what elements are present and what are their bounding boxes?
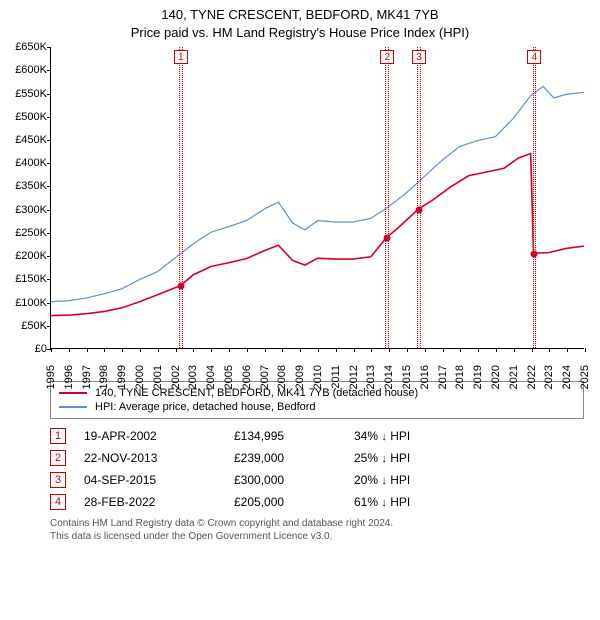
sales-row: 3 04-SEP-2015£300,00020% ↓ HPI bbox=[50, 469, 584, 491]
sales-row-number: 4 bbox=[50, 494, 66, 510]
footer-line-1: Contains HM Land Registry data © Crown c… bbox=[50, 517, 584, 530]
x-axis-label: 2023 bbox=[543, 365, 555, 389]
sales-row-delta: 61% ↓ HPI bbox=[354, 495, 584, 509]
x-axis-label: 1997 bbox=[81, 365, 93, 389]
sale-point-marker bbox=[384, 235, 391, 242]
x-axis-label: 2009 bbox=[294, 365, 306, 389]
y-axis-tick: £300K bbox=[1, 204, 47, 216]
event-number-marker: 2 bbox=[380, 50, 394, 64]
x-axis-label: 2021 bbox=[508, 365, 520, 389]
y-axis-tick: £600K bbox=[1, 64, 47, 76]
event-band: 1 bbox=[179, 47, 183, 348]
x-axis-tick bbox=[585, 348, 589, 352]
x-axis-label: 2017 bbox=[437, 365, 449, 389]
sales-row-number: 2 bbox=[50, 450, 66, 466]
x-axis-label: 2024 bbox=[561, 365, 573, 389]
x-axis-label: 2008 bbox=[276, 365, 288, 389]
x-axis-label: 2002 bbox=[170, 365, 182, 389]
sales-row-date: 22-NOV-2013 bbox=[84, 451, 234, 465]
sales-row-date: 04-SEP-2015 bbox=[84, 473, 234, 487]
sales-row-number: 1 bbox=[50, 428, 66, 444]
x-axis-label: 2007 bbox=[259, 365, 271, 389]
x-axis-label: 2012 bbox=[348, 365, 360, 389]
y-axis-tick: £250K bbox=[1, 227, 47, 239]
title-line-1: 140, TYNE CRESCENT, BEDFORD, MK41 7YB bbox=[10, 6, 590, 24]
sales-row: 1 19-APR-2002£134,99534% ↓ HPI bbox=[50, 425, 584, 447]
sales-row-price: £205,000 bbox=[234, 495, 354, 509]
x-axis-label: 1995 bbox=[45, 365, 57, 389]
x-axis-label: 2001 bbox=[152, 365, 164, 389]
x-axis-label: 2020 bbox=[490, 365, 502, 389]
sales-row-delta: 25% ↓ HPI bbox=[354, 451, 584, 465]
x-axis-label: 2003 bbox=[187, 365, 199, 389]
plot-region: £0£50K£100K£150K£200K£250K£300K£350K£400… bbox=[50, 47, 584, 349]
sales-row: 2 22-NOV-2013£239,00025% ↓ HPI bbox=[50, 447, 584, 469]
sales-row-price: £300,000 bbox=[234, 473, 354, 487]
y-axis-tick: £50K bbox=[1, 320, 47, 332]
x-axis-label: 2015 bbox=[401, 365, 413, 389]
sales-row-delta: 34% ↓ HPI bbox=[354, 429, 584, 443]
y-axis-tick: £500K bbox=[1, 111, 47, 123]
x-axis-label: 1999 bbox=[116, 365, 128, 389]
x-axis-label: 2000 bbox=[134, 365, 146, 389]
x-axis-label: 2018 bbox=[454, 365, 466, 389]
sales-row-price: £239,000 bbox=[234, 451, 354, 465]
sales-row: 4 28-FEB-2022£205,00061% ↓ HPI bbox=[50, 491, 584, 513]
x-axis-label: 2005 bbox=[223, 365, 235, 389]
y-axis-tick: £350K bbox=[1, 180, 47, 192]
x-axis-label: 2014 bbox=[383, 365, 395, 389]
x-axis-label: 2011 bbox=[330, 365, 342, 389]
y-axis-tick: £150K bbox=[1, 273, 47, 285]
sales-row-number: 3 bbox=[50, 472, 66, 488]
x-axis-label: 2019 bbox=[472, 365, 484, 389]
event-number-marker: 3 bbox=[412, 50, 426, 64]
x-axis-label: 2025 bbox=[579, 365, 591, 389]
chart-area: £0£50K£100K£150K£200K£250K£300K£350K£400… bbox=[50, 47, 584, 377]
event-band: 2 bbox=[385, 47, 389, 348]
legend-label: HPI: Average price, detached house, Bedf… bbox=[95, 401, 316, 413]
y-axis-tick: £450K bbox=[1, 134, 47, 146]
sales-row-delta: 20% ↓ HPI bbox=[354, 473, 584, 487]
x-axis-label: 2006 bbox=[241, 365, 253, 389]
series-svg bbox=[51, 47, 584, 348]
legend-swatch bbox=[59, 406, 87, 408]
legend-swatch bbox=[59, 392, 87, 394]
y-axis-tick: £550K bbox=[1, 88, 47, 100]
chart-title-block: 140, TYNE CRESCENT, BEDFORD, MK41 7YB Pr… bbox=[0, 0, 600, 43]
footer-line-2: This data is licensed under the Open Gov… bbox=[50, 530, 584, 543]
y-axis-tick: £650K bbox=[1, 41, 47, 53]
event-number-marker: 4 bbox=[527, 50, 541, 64]
x-axis-label: 2013 bbox=[365, 365, 377, 389]
x-axis-label: 1998 bbox=[98, 365, 110, 389]
x-axis-label: 2004 bbox=[205, 365, 217, 389]
sales-row-date: 28-FEB-2022 bbox=[84, 495, 234, 509]
title-line-2: Price paid vs. HM Land Registry's House … bbox=[10, 24, 590, 42]
y-axis-tick: £100K bbox=[1, 297, 47, 309]
x-axis-labels: 1995199619971998199920002001200220032004… bbox=[50, 349, 584, 377]
event-band: 4 bbox=[533, 47, 537, 348]
sales-row-date: 19-APR-2002 bbox=[84, 429, 234, 443]
x-axis-label: 2022 bbox=[526, 365, 538, 389]
y-axis-tick: £400K bbox=[1, 157, 47, 169]
y-axis-tick: £200K bbox=[1, 250, 47, 262]
legend-item: HPI: Average price, detached house, Bedf… bbox=[59, 400, 575, 414]
y-axis-tick: £0 bbox=[1, 343, 47, 355]
x-axis-label: 2010 bbox=[312, 365, 324, 389]
sales-table: 1 19-APR-2002£134,99534% ↓ HPI 2 22-NOV-201… bbox=[50, 425, 584, 513]
event-number-marker: 1 bbox=[174, 50, 188, 64]
sale-point-marker bbox=[416, 206, 423, 213]
footer-attribution: Contains HM Land Registry data © Crown c… bbox=[50, 517, 584, 543]
x-axis-label: 1996 bbox=[63, 365, 75, 389]
event-band: 3 bbox=[417, 47, 421, 348]
x-axis-label: 2016 bbox=[419, 365, 431, 389]
sale-point-marker bbox=[531, 250, 538, 257]
sale-point-marker bbox=[177, 283, 184, 290]
sales-row-price: £134,995 bbox=[234, 429, 354, 443]
